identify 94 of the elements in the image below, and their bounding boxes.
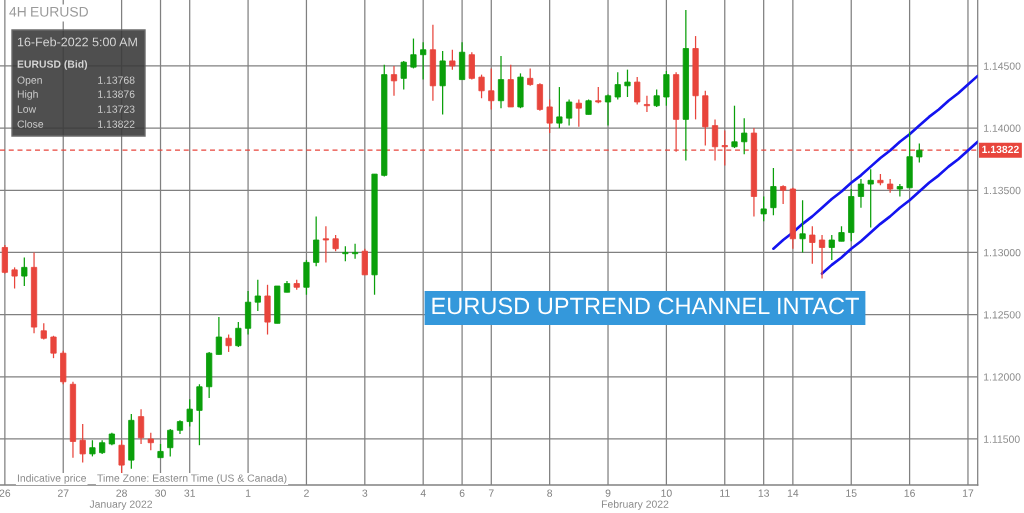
x-tick-label: 4 <box>420 489 426 497</box>
candlestick <box>390 65 398 97</box>
x-tick-label: 13 <box>758 489 770 497</box>
line-series <box>820 140 978 275</box>
candlestick <box>215 316 222 356</box>
candlestick <box>478 73 485 99</box>
annotation: 16-Feb-2022 5:00 AM <box>17 37 137 47</box>
text: February 2022 <box>601 500 669 510</box>
annotation: 1.13723 <box>98 105 135 113</box>
candlestick <box>254 279 261 312</box>
candlestick <box>770 167 777 216</box>
annotation: Close <box>17 120 44 128</box>
candlestick <box>186 398 193 428</box>
x-tick-label: 10 <box>661 489 672 497</box>
candlestick <box>196 383 203 446</box>
candlestick <box>896 183 903 198</box>
annotation: 1.13768 <box>98 76 135 84</box>
candlestick <box>313 215 320 267</box>
x-tick-label: 9 <box>605 489 611 497</box>
x-tick-label: 8 <box>547 489 553 497</box>
candlestick <box>21 256 28 287</box>
x-tick-label: 30 <box>155 489 166 497</box>
x-tick-label: 1 <box>245 489 251 497</box>
x-tick-label: 7 <box>488 489 494 497</box>
candlestick <box>79 423 86 464</box>
candlestick <box>400 60 407 91</box>
annotation: Open <box>17 76 42 86</box>
x-tick-label: 16 <box>904 489 915 497</box>
x-tick-label: 14 <box>787 489 799 497</box>
candlestick <box>809 225 816 265</box>
x-tick-label: 27 <box>57 489 69 497</box>
annotation: EURUSD UPTREND CHANNEL INTACT <box>432 297 859 315</box>
candlestick <box>614 71 621 101</box>
x-tick-label: 15 <box>846 489 857 497</box>
ref-line-label: 1.13822 <box>982 145 1019 154</box>
candlestick <box>643 95 651 113</box>
x-tick-label: 3 <box>362 489 368 497</box>
line-series <box>772 74 978 251</box>
x-tick-label: 31 <box>184 489 195 497</box>
candlestick <box>235 321 242 348</box>
annotation: Low <box>17 105 37 113</box>
candlestick <box>867 168 874 229</box>
candlestick <box>546 98 553 134</box>
annotation: EURUSD (Bid) <box>17 60 88 70</box>
y-tick-label: 1.14000 <box>984 124 1021 132</box>
text: January 2022 <box>89 500 153 510</box>
x-tick-label: 11 <box>720 489 730 497</box>
candlestick <box>420 41 427 81</box>
candlestick <box>468 51 475 81</box>
candlestick <box>361 248 368 276</box>
candlestick <box>624 69 631 98</box>
candlestick <box>167 428 174 458</box>
candlestick <box>351 243 359 260</box>
x-tick-label: 17 <box>962 489 974 497</box>
candlestick <box>118 439 125 475</box>
candlestick <box>410 37 417 70</box>
y-tick-label: 1.12000 <box>984 373 1021 381</box>
candlestick <box>634 76 641 106</box>
chart-title: 4H <box>9 7 26 17</box>
x-tick-label: 2 <box>304 489 309 497</box>
y-tick-label: 1.12500 <box>984 311 1021 319</box>
x-tick-label: 26 <box>0 489 11 497</box>
candlestick <box>488 67 495 111</box>
candlestick <box>556 86 563 129</box>
candlestick <box>137 408 145 445</box>
candlestick <box>741 117 748 155</box>
annotation: 1.13822 <box>98 120 135 128</box>
candlestick <box>11 266 18 290</box>
candlestick <box>857 178 865 209</box>
candlestick <box>449 49 456 71</box>
annotation: Time Zone: Eastern Time (US & Canada) <box>97 474 287 484</box>
y-tick-label: 1.11500 <box>984 435 1020 443</box>
candlestick <box>731 105 738 149</box>
chart-subtitle: EURUSD <box>31 6 88 17</box>
candlestick <box>760 195 767 222</box>
candlestick <box>799 199 806 254</box>
candlestick <box>818 234 826 280</box>
annotation: Indicative price <box>17 474 87 484</box>
annotation: High <box>17 90 38 100</box>
x-tick-label: 28 <box>116 489 127 497</box>
candlestick <box>575 98 582 128</box>
candlestick <box>497 55 505 109</box>
candlestick <box>916 142 923 164</box>
candlestick <box>663 70 670 107</box>
candlestick <box>828 234 835 261</box>
candlestick <box>604 93 612 127</box>
candlestick <box>322 225 329 264</box>
y-tick-label: 1.14500 <box>984 62 1021 70</box>
y-tick-label: 1.13500 <box>984 186 1021 195</box>
annotation: 1.13876 <box>98 90 135 98</box>
y-tick-label: 1.13000 <box>984 248 1021 257</box>
candlestick <box>780 184 787 205</box>
candlestick <box>566 98 573 127</box>
x-tick-label: 6 <box>459 489 465 497</box>
